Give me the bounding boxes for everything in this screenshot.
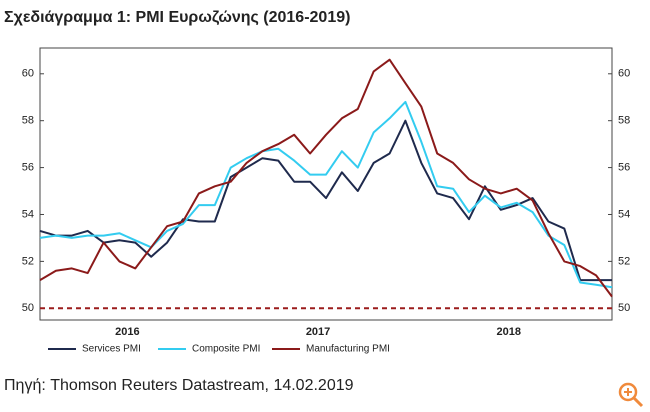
y-tick-label: 56	[22, 161, 34, 173]
x-tick-label: 2017	[306, 326, 330, 338]
chart-title: Σχεδιάγραμμα 1: PMI Ευρωζώνης (2016-2019…	[4, 9, 350, 26]
x-tick-label: 2016	[115, 326, 139, 338]
y-tick-label: 54	[22, 208, 34, 220]
y2-tick-label: 52	[618, 255, 630, 267]
y2-tick-label: 58	[618, 115, 630, 127]
y2-tick-label: 50	[618, 302, 630, 314]
legend-label: Services PMI	[82, 344, 141, 355]
series-line	[39, 58, 613, 298]
y2-tick-label: 60	[618, 68, 630, 80]
source: Πηγή: Thomson Reuters Datastream, 14.02.…	[4, 377, 354, 394]
series-line	[39, 119, 612, 282]
y2-tick-label: 54	[618, 208, 630, 220]
y-tick-label: 50	[22, 302, 34, 314]
y-tick-label: 52	[22, 255, 34, 267]
legend-label: Manufacturing PMI	[306, 344, 390, 355]
series-line	[39, 100, 613, 289]
y-tick-label: 60	[22, 68, 34, 80]
x-tick-label: 2018	[496, 326, 520, 338]
y2-tick-label: 56	[618, 161, 630, 173]
zoom-icon[interactable]	[618, 382, 644, 408]
plot-frame	[39, 47, 613, 321]
y-tick-label: 58	[22, 115, 34, 127]
legend-label: Composite PMI	[192, 344, 260, 355]
